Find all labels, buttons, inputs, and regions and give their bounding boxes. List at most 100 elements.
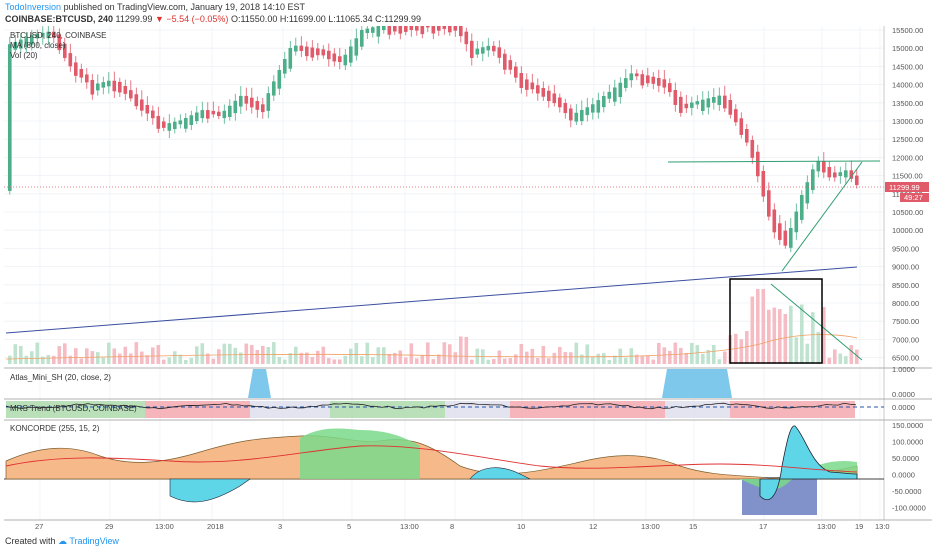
tradingview-logo[interactable]: TradingView [69, 536, 119, 546]
volume-bar [239, 352, 243, 364]
candle-body [382, 26, 386, 31]
volume-bar [437, 354, 441, 364]
volume-bar [470, 359, 474, 364]
volume-bar [822, 307, 826, 364]
candle-body [316, 48, 320, 56]
candle-body [101, 82, 106, 88]
volume-bar [624, 357, 628, 364]
price-tick: 9000.00 [892, 263, 919, 272]
koncorde-tick: 0.0000 [892, 471, 915, 480]
koncorde-cyan-area-2 [469, 467, 531, 480]
volume-bar [464, 337, 469, 364]
candle-body [140, 99, 144, 111]
candle-body [519, 73, 524, 88]
volume-bar [398, 350, 403, 364]
open-label: O: [230, 14, 241, 24]
candle-body [492, 45, 496, 52]
volume-bar [591, 356, 595, 364]
atlas-axis-1: 1.0000 [892, 365, 915, 374]
koncorde-red-line [5, 445, 858, 473]
low-value: 11065.34 [335, 14, 373, 24]
volume-bar [646, 355, 650, 364]
volume-bar [184, 359, 188, 364]
candle-body [602, 96, 606, 108]
volume-bar [255, 350, 260, 364]
candle-body [107, 80, 111, 87]
legend-symbol: BTCUSD, 240, COINBASE [10, 31, 106, 40]
candle-body [283, 59, 287, 74]
candle-body [200, 110, 205, 119]
candle-body [145, 105, 150, 114]
candle-body [657, 78, 661, 86]
candle-body [580, 110, 584, 122]
volume-bar [745, 330, 749, 364]
created-with: Created with [5, 536, 56, 546]
volume-bar [129, 353, 133, 364]
volume-bar [211, 358, 216, 364]
close-label: C: [375, 14, 385, 24]
volume-bar [541, 345, 546, 364]
price-pane[interactable] [4, 26, 884, 368]
candle-body [569, 108, 573, 121]
volume-bar [85, 348, 89, 364]
candle-body [184, 118, 188, 129]
candle-body [134, 94, 139, 107]
volume-bar [343, 355, 348, 364]
candle-body [30, 35, 34, 45]
candle-body [585, 107, 590, 116]
price-tick: 8000.00 [892, 299, 919, 308]
volume-trendline [770, 283, 863, 361]
volume-bar [68, 355, 73, 364]
candle-body [486, 45, 491, 51]
volume-bar [706, 349, 711, 364]
time-axis[interactable]: 27 29 13:00 2018 3 5 13:00 8 10 12 13:00 15 17 13:00 1… [35, 522, 890, 531]
candle-body [57, 34, 62, 51]
volume-bar [580, 354, 584, 364]
volume-bar [167, 357, 172, 364]
volume-bar [684, 353, 689, 364]
candle-body [574, 112, 579, 122]
candle-body [684, 103, 689, 109]
volume-bar [426, 342, 430, 364]
candle-body [503, 53, 507, 70]
time-tick: 13:00 [641, 522, 660, 531]
mrs-label: MRS Trend (BTCUSD, COINBASE) [10, 404, 137, 413]
candle-body [464, 31, 469, 45]
candle-body [332, 53, 337, 62]
volume-bar [266, 347, 271, 364]
koncorde-tick: 50.0000 [892, 454, 919, 463]
koncorde-tick: 150.0000 [892, 421, 923, 430]
volume-bar [173, 351, 177, 364]
chart-canvas[interactable]: BTCUSD, 240, COINBASE MA (800, close) Vo… [0, 26, 932, 532]
candle-body [756, 151, 760, 177]
candle-body [855, 175, 859, 186]
mrs-segment [665, 401, 730, 418]
volume-bar [563, 352, 568, 364]
candle-body [189, 115, 194, 125]
price-tick: 6500.00 [892, 354, 919, 363]
koncorde-orange-area [5, 435, 858, 480]
volume-bar [838, 353, 843, 364]
mrs-segment [330, 401, 445, 418]
candle-body [404, 26, 408, 32]
candle-body [178, 120, 183, 125]
volume-bar [761, 289, 766, 364]
volume-bar [112, 348, 117, 364]
volume-bar [310, 357, 315, 364]
volume-bar [321, 346, 326, 364]
volume-bar [283, 359, 287, 364]
volume-bar [657, 342, 661, 364]
candle-body [849, 170, 854, 179]
legend-vol: Vol (20) [10, 51, 38, 60]
candle-body [393, 26, 397, 32]
price-tick: 7000.00 [892, 335, 919, 344]
candle-body [272, 81, 276, 96]
high-value: 11699.00 [288, 14, 326, 24]
author-link[interactable]: TodoInversion [5, 2, 62, 12]
candle-body [662, 79, 667, 88]
koncorde-tick: -50.0000 [892, 487, 922, 496]
volume-bar [767, 309, 771, 364]
mrs-axis-0: 0.0000 [892, 403, 915, 412]
volume-bar [178, 354, 183, 364]
candle-body [90, 80, 95, 95]
